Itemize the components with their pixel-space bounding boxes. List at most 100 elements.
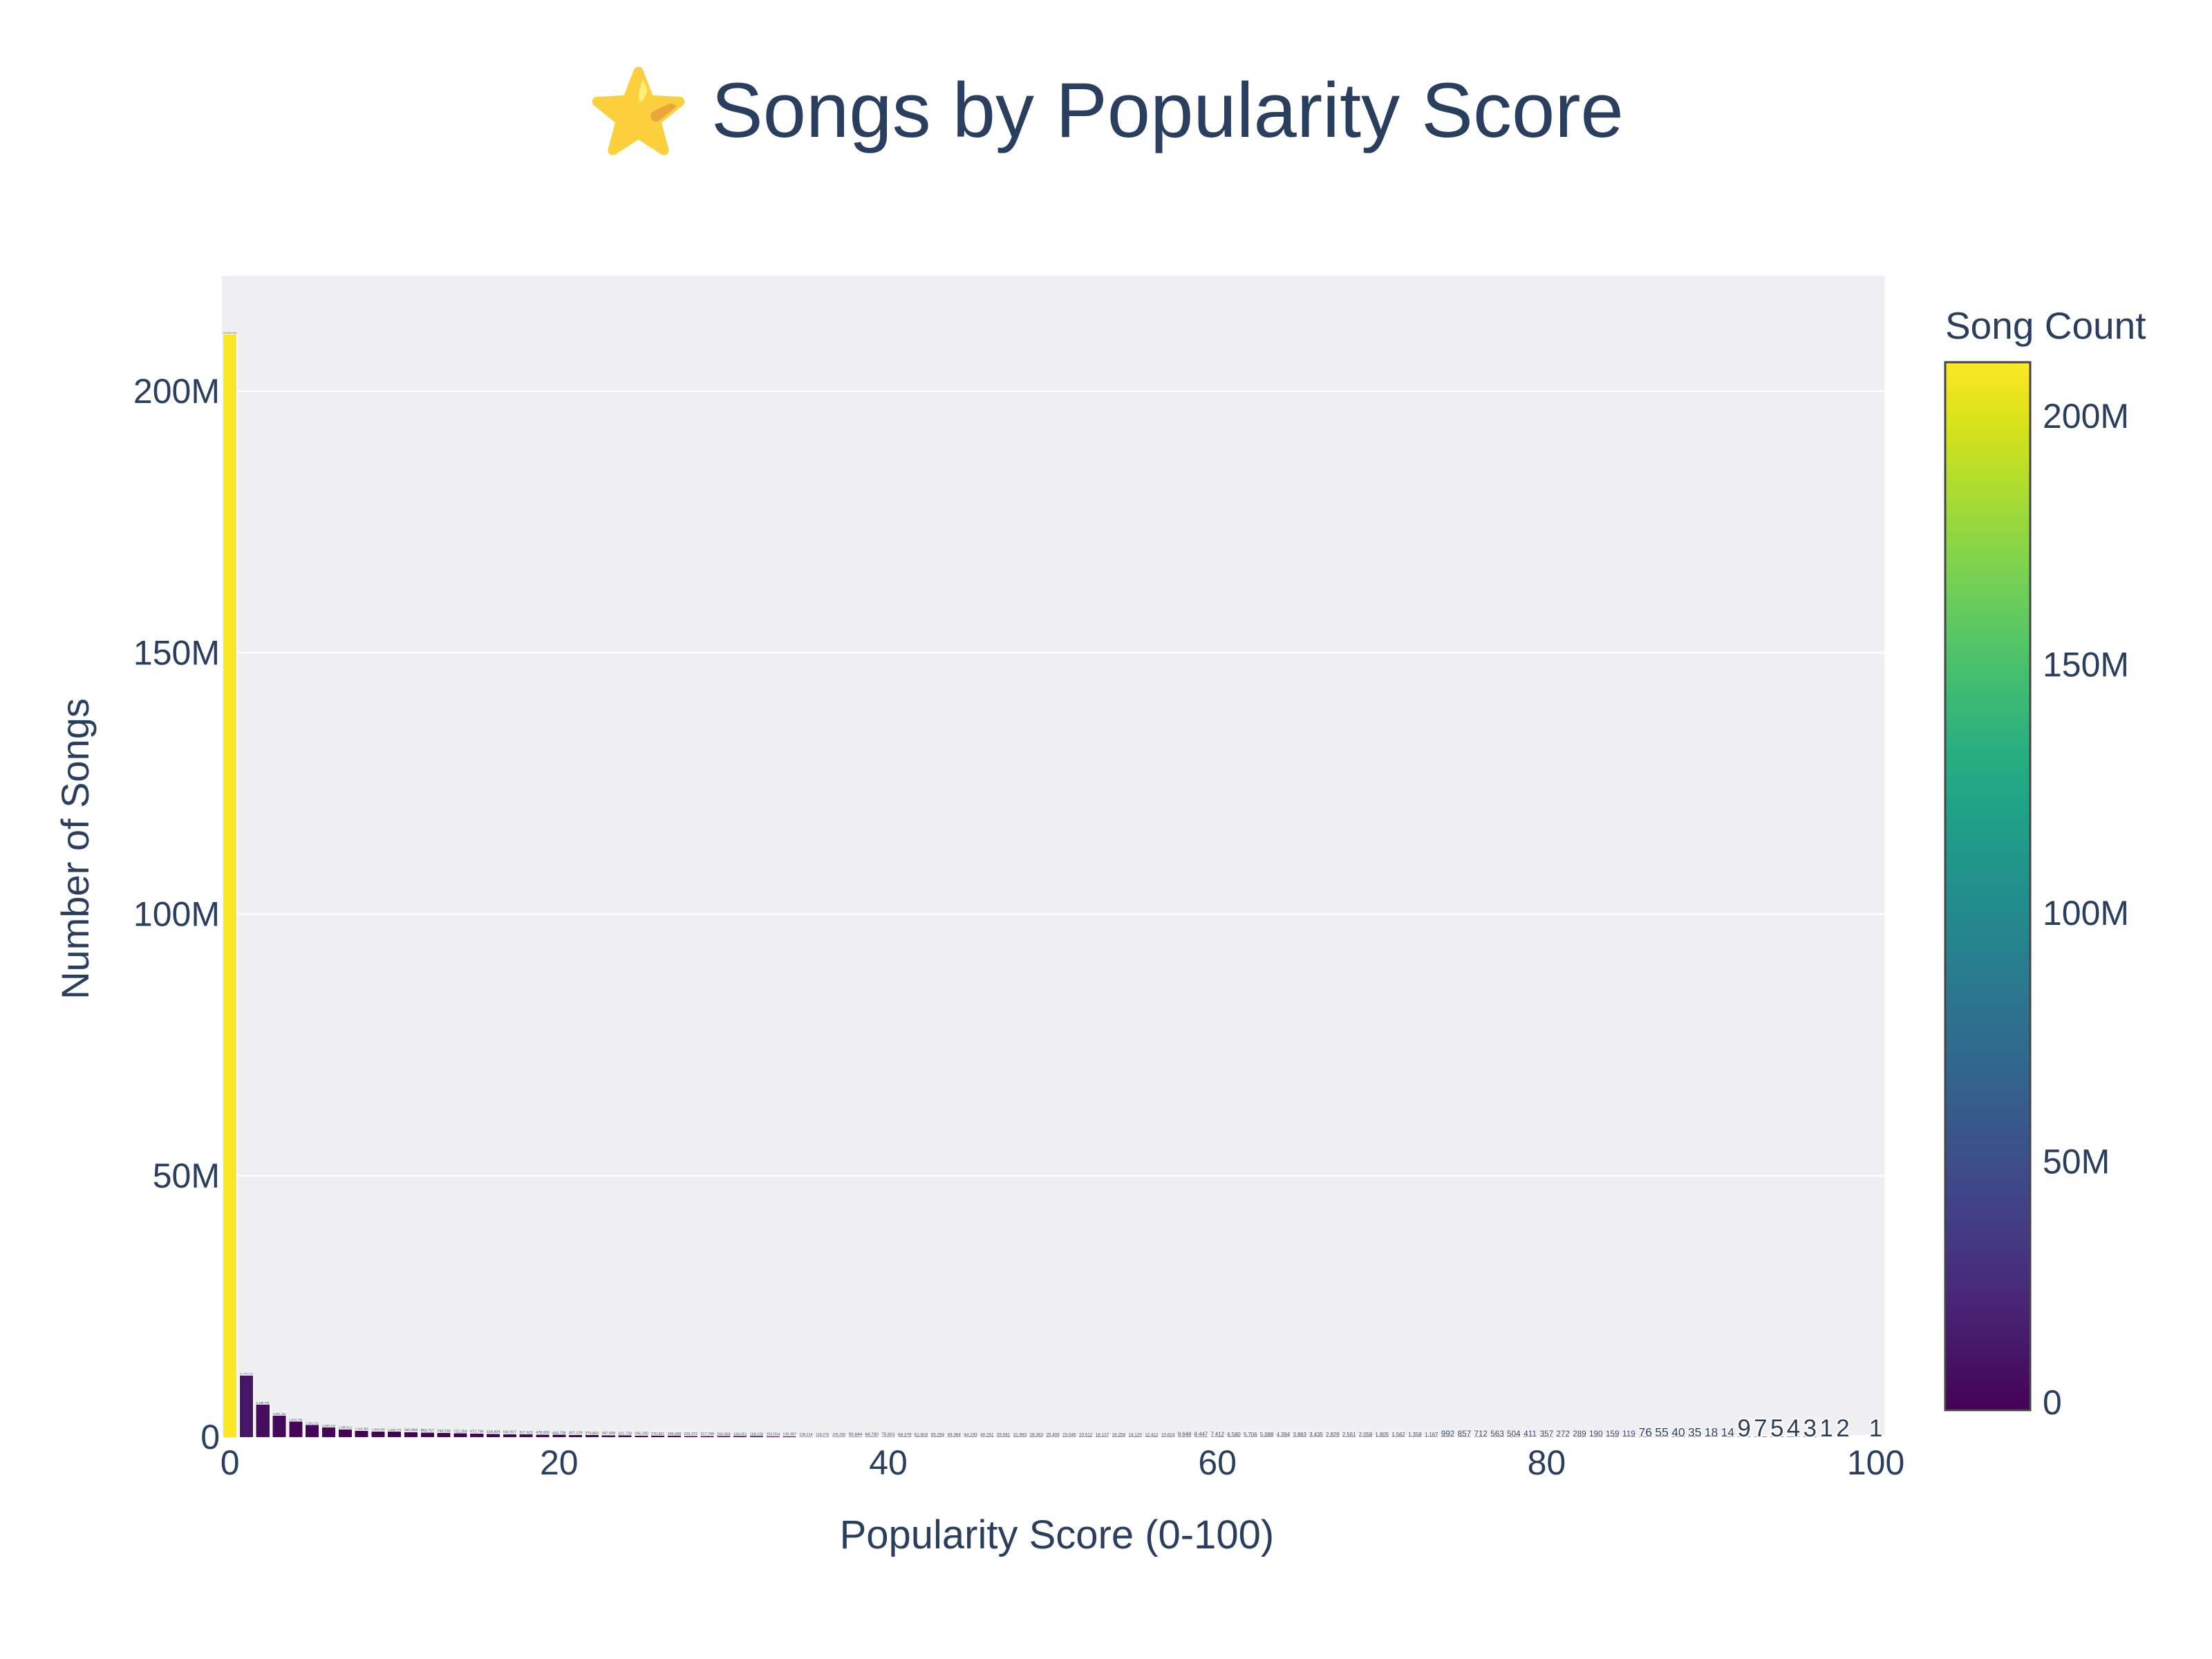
svg-text:40,251: 40,251 [980, 1433, 994, 1438]
svg-text:Popularity Score (0-100): Popularity Score (0-100) [840, 1512, 1275, 1557]
svg-text:35: 35 [1688, 1425, 1702, 1439]
svg-text:2,058: 2,058 [1359, 1432, 1372, 1438]
svg-text:50M: 50M [2043, 1143, 2110, 1181]
svg-text:28,363: 28,363 [1030, 1433, 1044, 1438]
svg-text:866,717: 866,717 [421, 1429, 435, 1433]
svg-text:1,084,838: 1,084,838 [371, 1428, 385, 1432]
svg-text:Songs by Popularity Score: Songs by Popularity Score [711, 67, 1624, 153]
svg-text:2,829: 2,829 [1326, 1432, 1339, 1438]
svg-text:347,008: 347,008 [601, 1432, 615, 1436]
svg-text:1,562: 1,562 [1391, 1432, 1405, 1438]
svg-text:411: 411 [1524, 1430, 1537, 1438]
svg-text:14: 14 [1721, 1425, 1735, 1439]
svg-text:25,406: 25,406 [1046, 1433, 1060, 1438]
svg-text:119: 119 [1622, 1430, 1635, 1438]
svg-text:0: 0 [200, 1418, 220, 1456]
svg-text:Song Count: Song Count [1945, 304, 2146, 347]
svg-text:100: 100 [1847, 1443, 1904, 1482]
svg-text:18,137: 18,137 [1096, 1433, 1109, 1438]
svg-text:722,259: 722,259 [453, 1430, 467, 1434]
svg-text:200,968: 200,968 [717, 1432, 731, 1436]
svg-text:444,708: 444,708 [552, 1431, 566, 1435]
svg-text:1,845,443: 1,845,443 [322, 1424, 336, 1427]
svg-text:16,258: 16,258 [1112, 1433, 1126, 1438]
svg-text:168,106: 168,106 [750, 1433, 764, 1437]
svg-text:270,961: 270,961 [651, 1432, 665, 1436]
svg-text:100M: 100M [2043, 894, 2129, 932]
svg-text:296,290: 296,290 [635, 1432, 648, 1436]
svg-text:20: 20 [540, 1443, 579, 1482]
svg-text:6,580: 6,580 [1227, 1432, 1241, 1438]
svg-text:61,603: 61,603 [915, 1432, 928, 1437]
svg-text:560,927: 560,927 [503, 1431, 517, 1435]
svg-text:200M: 200M [133, 372, 220, 411]
svg-text:793,232: 793,232 [437, 1430, 451, 1434]
svg-text:159: 159 [1606, 1430, 1620, 1438]
svg-text:217,749: 217,749 [700, 1432, 714, 1436]
svg-text:60: 60 [1198, 1443, 1237, 1482]
svg-text:200M: 200M [2043, 397, 2129, 435]
svg-text:7,412: 7,412 [1210, 1432, 1224, 1438]
svg-text:105,295: 105,295 [832, 1433, 846, 1437]
svg-text:128,214: 128,214 [799, 1433, 813, 1437]
svg-text:289: 289 [1573, 1430, 1586, 1438]
svg-text:75,601: 75,601 [881, 1432, 895, 1437]
svg-text:150M: 150M [2043, 646, 2129, 684]
svg-text:49,364: 49,364 [947, 1432, 961, 1437]
svg-text:1: 1 [1819, 1415, 1833, 1442]
svg-text:2: 2 [1836, 1415, 1849, 1442]
svg-text:563: 563 [1490, 1430, 1504, 1438]
svg-text:210,827,309: 210,827,309 [223, 332, 237, 335]
svg-text:2,943,794: 2,943,794 [289, 1418, 303, 1422]
svg-text:9,648: 9,648 [1178, 1432, 1191, 1438]
svg-text:246,688: 246,688 [668, 1432, 682, 1436]
svg-text:50M: 50M [153, 1156, 220, 1195]
svg-text:8,447: 8,447 [1194, 1432, 1208, 1438]
svg-text:229,372: 229,372 [684, 1432, 698, 1436]
svg-text:5,088: 5,088 [1260, 1432, 1273, 1438]
svg-text:478,800: 478,800 [536, 1431, 550, 1435]
svg-text:1,167: 1,167 [1425, 1432, 1438, 1438]
svg-text:190: 190 [1589, 1430, 1603, 1438]
svg-text:100M: 100M [133, 895, 220, 934]
svg-text:9: 9 [1737, 1415, 1750, 1442]
svg-text:857: 857 [1458, 1430, 1472, 1438]
svg-text:992: 992 [1441, 1430, 1455, 1438]
svg-text:614,424: 614,424 [487, 1430, 500, 1434]
svg-text:407,229: 407,229 [569, 1432, 583, 1436]
svg-text:10,824: 10,824 [1161, 1433, 1175, 1438]
svg-text:76: 76 [1638, 1425, 1652, 1439]
svg-text:35,561: 35,561 [997, 1433, 1011, 1438]
svg-text:55,294: 55,294 [931, 1432, 945, 1437]
svg-text:2,561: 2,561 [1342, 1432, 1356, 1438]
svg-text:40: 40 [869, 1443, 908, 1482]
svg-text:0: 0 [221, 1443, 240, 1482]
svg-text:20,512: 20,512 [1079, 1433, 1093, 1438]
svg-text:12,412: 12,412 [1145, 1433, 1159, 1438]
svg-text:84,780: 84,780 [865, 1432, 879, 1437]
svg-text:945,868: 945,868 [404, 1429, 418, 1433]
svg-text:517,623: 517,623 [519, 1431, 533, 1435]
svg-text:7: 7 [1754, 1415, 1767, 1442]
svg-text:18: 18 [1705, 1425, 1718, 1439]
svg-text:1,216,468: 1,216,468 [355, 1427, 368, 1431]
svg-text:31,993: 31,993 [1013, 1433, 1027, 1438]
svg-text:11,792,219: 11,792,219 [240, 1372, 253, 1376]
svg-text:1,026,773: 1,026,773 [388, 1428, 402, 1432]
svg-text:321,730: 321,730 [618, 1432, 632, 1436]
svg-text:152,554: 152,554 [767, 1433, 780, 1437]
svg-text:712: 712 [1474, 1430, 1488, 1438]
svg-text:1: 1 [1869, 1415, 1882, 1442]
svg-text:14,120: 14,120 [1128, 1433, 1142, 1438]
svg-text:139,487: 139,487 [782, 1433, 796, 1437]
svg-text:0: 0 [2043, 1383, 2062, 1422]
svg-text:1,358: 1,358 [1408, 1432, 1421, 1438]
svg-text:6,186,791: 6,186,791 [256, 1401, 270, 1405]
svg-text:3,863: 3,863 [1293, 1432, 1306, 1438]
svg-text:272: 272 [1556, 1430, 1570, 1438]
svg-text:80: 80 [1528, 1443, 1566, 1482]
svg-text:504: 504 [1507, 1430, 1521, 1438]
svg-text:44,193: 44,193 [964, 1432, 977, 1437]
svg-text:5: 5 [1770, 1415, 1783, 1442]
svg-text:Number of Songs: Number of Songs [53, 698, 97, 1000]
